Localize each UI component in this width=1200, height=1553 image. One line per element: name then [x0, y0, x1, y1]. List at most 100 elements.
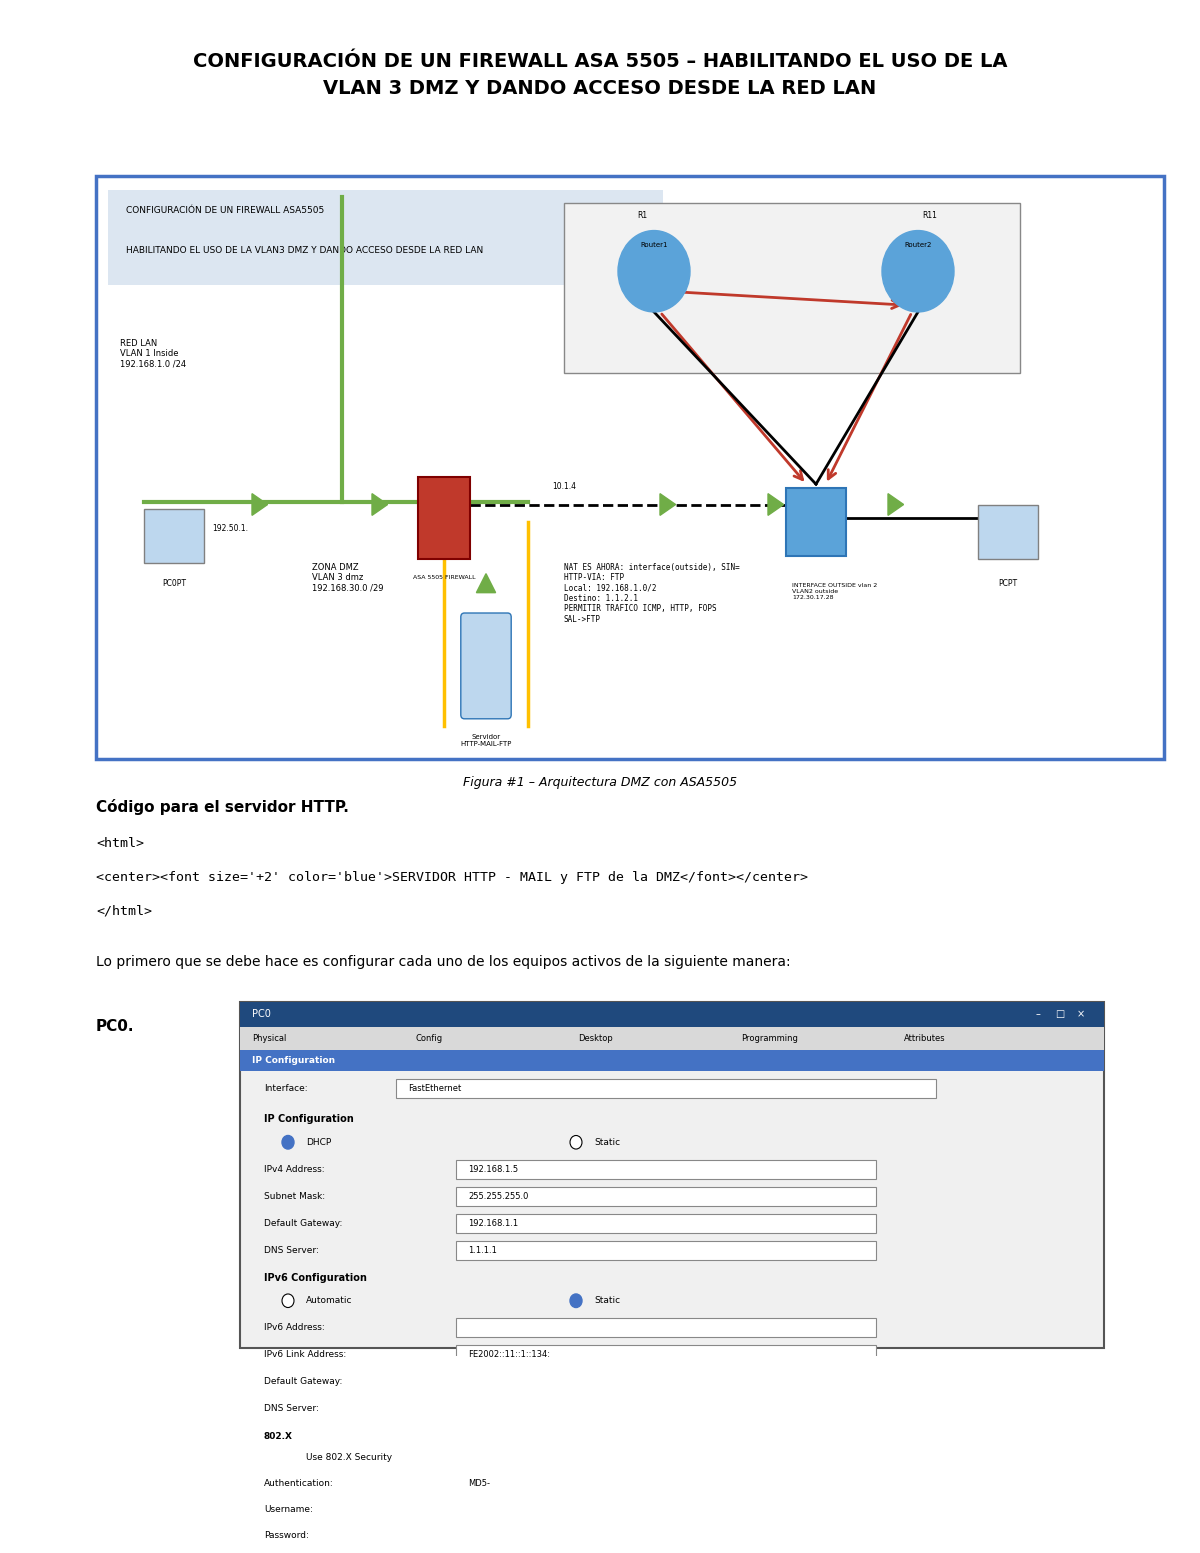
Text: Attributes: Attributes	[904, 1034, 946, 1042]
Text: IPv4 Address:: IPv4 Address:	[264, 1165, 325, 1174]
Text: –: –	[1036, 1009, 1040, 1019]
Bar	[456, 1214, 876, 1233]
Bar	[96, 177, 1164, 759]
Text: Password:: Password:	[264, 1531, 308, 1539]
Polygon shape	[372, 494, 388, 516]
Polygon shape	[252, 494, 268, 516]
Text: ASA 5505 FIREWALL: ASA 5505 FIREWALL	[413, 575, 475, 579]
Text: Desktop: Desktop	[578, 1034, 613, 1042]
Text: 1.1.1.1: 1.1.1.1	[468, 1246, 497, 1255]
Text: Subnet Mask:: Subnet Mask:	[264, 1191, 325, 1200]
Bar	[456, 1500, 876, 1519]
Text: Figura #1 – Arquitectura DMZ con ASA5505: Figura #1 – Arquitectura DMZ con ASA5505	[463, 776, 737, 789]
Text: □: □	[1055, 1009, 1064, 1019]
Text: </html>: </html>	[96, 905, 152, 918]
Bar	[144, 508, 204, 562]
Circle shape	[882, 230, 954, 312]
Text: PC0PT: PC0PT	[162, 579, 186, 589]
Bar	[240, 1027, 1104, 1050]
Text: Static: Static	[594, 1297, 620, 1305]
Bar	[786, 488, 846, 556]
Text: FE2002::11::1::134:: FE2002::11::1::134:	[468, 1351, 550, 1359]
Text: Interface:: Interface:	[264, 1084, 307, 1093]
Text: DNS Server:: DNS Server:	[264, 1404, 319, 1413]
Bar	[240, 1002, 1104, 1348]
Circle shape	[282, 1294, 294, 1308]
Text: Código para el servidor HTTP.: Código para el servidor HTTP.	[96, 798, 349, 815]
Text: DHCP: DHCP	[306, 1138, 331, 1146]
Text: INTERNET: INTERNET	[840, 205, 888, 216]
Text: 255.255.255.0: 255.255.255.0	[468, 1191, 528, 1200]
Text: 10.1.4: 10.1.4	[552, 481, 576, 491]
Text: 802.X: 802.X	[264, 1432, 293, 1441]
Text: 192.168.1.1: 192.168.1.1	[468, 1219, 518, 1228]
Bar	[240, 1050, 1104, 1072]
Text: Servidor
HTTP-MAIL-FTP: Servidor HTTP-MAIL-FTP	[461, 733, 511, 747]
Polygon shape	[476, 573, 496, 593]
Text: PCPT: PCPT	[998, 579, 1018, 589]
Circle shape	[618, 230, 690, 312]
Text: ZONA DMZ
VLAN 3 dmz
192.168.30.0 /29: ZONA DMZ VLAN 3 dmz 192.168.30.0 /29	[312, 562, 384, 593]
Text: Username:: Username:	[264, 1505, 313, 1514]
Text: VLAN 3 DMZ Y DANDO ACCESO DESDE LA RED LAN: VLAN 3 DMZ Y DANDO ACCESO DESDE LA RED L…	[323, 79, 877, 98]
Polygon shape	[768, 494, 784, 516]
Bar	[456, 1474, 876, 1492]
Text: PC0.: PC0.	[96, 1019, 134, 1034]
Text: FastEthernet: FastEthernet	[408, 1084, 461, 1093]
Bar	[396, 1079, 936, 1098]
Text: Programming: Programming	[742, 1034, 798, 1042]
FancyBboxPatch shape	[461, 613, 511, 719]
Text: <html>: <html>	[96, 837, 144, 849]
Text: <center><font size='+2' color='blue'>SERVIDOR HTTP - MAIL y FTP de la DMZ</font>: <center><font size='+2' color='blue'>SER…	[96, 871, 808, 884]
Text: Automatic: Automatic	[306, 1297, 353, 1305]
Circle shape	[282, 1135, 294, 1149]
Bar	[240, 1002, 1104, 1027]
Polygon shape	[888, 494, 904, 516]
Circle shape	[570, 1135, 582, 1149]
Text: Router1: Router1	[641, 242, 667, 248]
Circle shape	[570, 1294, 582, 1308]
Text: DNS Server:: DNS Server:	[264, 1246, 319, 1255]
Polygon shape	[660, 494, 676, 516]
Text: HABILITANDO EL USO DE LA VLAN3 DMZ Y DANDO ACCESO DESDE LA RED LAN: HABILITANDO EL USO DE LA VLAN3 DMZ Y DAN…	[126, 247, 484, 255]
Text: Config: Config	[415, 1034, 442, 1042]
Text: MD5-: MD5-	[468, 1478, 490, 1488]
Text: Default Gateway:: Default Gateway:	[264, 1378, 342, 1387]
Text: RED LAN
VLAN 1 Inside
192.168.1.0 /24: RED LAN VLAN 1 Inside 192.168.1.0 /24	[120, 339, 186, 370]
Bar	[276, 1451, 290, 1466]
Bar	[456, 1318, 876, 1337]
Bar	[418, 477, 470, 559]
Bar	[456, 1160, 876, 1179]
Text: INTERFACE OUTSIDE vlan 2
VLAN2 outside
172.30.17.28: INTERFACE OUTSIDE vlan 2 VLAN2 outside 1…	[792, 584, 877, 599]
Text: Physical: Physical	[252, 1034, 287, 1042]
Bar	[456, 1525, 876, 1545]
Bar	[108, 189, 664, 284]
Text: CONFIGURACIÓN DE UN FIREWALL ASA 5505 – HABILITANDO EL USO DE LA: CONFIGURACIÓN DE UN FIREWALL ASA 5505 – …	[193, 51, 1007, 70]
Bar	[456, 1373, 876, 1391]
Text: IP Configuration: IP Configuration	[264, 1114, 354, 1124]
Text: IP Configuration: IP Configuration	[252, 1056, 335, 1065]
Text: Router2: Router2	[905, 242, 931, 248]
Text: IPv6 Configuration: IPv6 Configuration	[264, 1272, 367, 1283]
Text: R1: R1	[637, 211, 647, 219]
Text: 192.168.1.5: 192.168.1.5	[468, 1165, 518, 1174]
Text: Lo primero que se debe hace es configurar cada uno de los equipos activos de la : Lo primero que se debe hace es configura…	[96, 955, 791, 969]
Text: 192.50.1.: 192.50.1.	[212, 525, 248, 533]
Text: Static: Static	[594, 1138, 620, 1146]
Bar	[456, 1241, 876, 1259]
Text: CONFIGURACIÓN DE UN FIREWALL ASA5505: CONFIGURACIÓN DE UN FIREWALL ASA5505	[126, 205, 324, 214]
Text: R11: R11	[923, 211, 937, 219]
Text: PC0: PC0	[252, 1009, 271, 1019]
Text: ×: ×	[1078, 1009, 1085, 1019]
Text: Authentication:: Authentication:	[264, 1478, 334, 1488]
Text: IPv6 Address:: IPv6 Address:	[264, 1323, 325, 1332]
Text: NAT ES AHORA: interface(outside), SIN=
HTTP-VIA: FTP
Local: 192.168.1.0/2
Destin: NAT ES AHORA: interface(outside), SIN= H…	[564, 562, 739, 624]
Text: IPv6 Link Address:: IPv6 Link Address:	[264, 1351, 347, 1359]
Bar	[456, 1399, 876, 1418]
Bar	[456, 1345, 876, 1365]
Bar	[456, 1186, 876, 1205]
Bar	[564, 203, 1020, 373]
Text: Use 802.X Security: Use 802.X Security	[306, 1454, 392, 1463]
Text: Default Gateway:: Default Gateway:	[264, 1219, 342, 1228]
Bar	[978, 505, 1038, 559]
